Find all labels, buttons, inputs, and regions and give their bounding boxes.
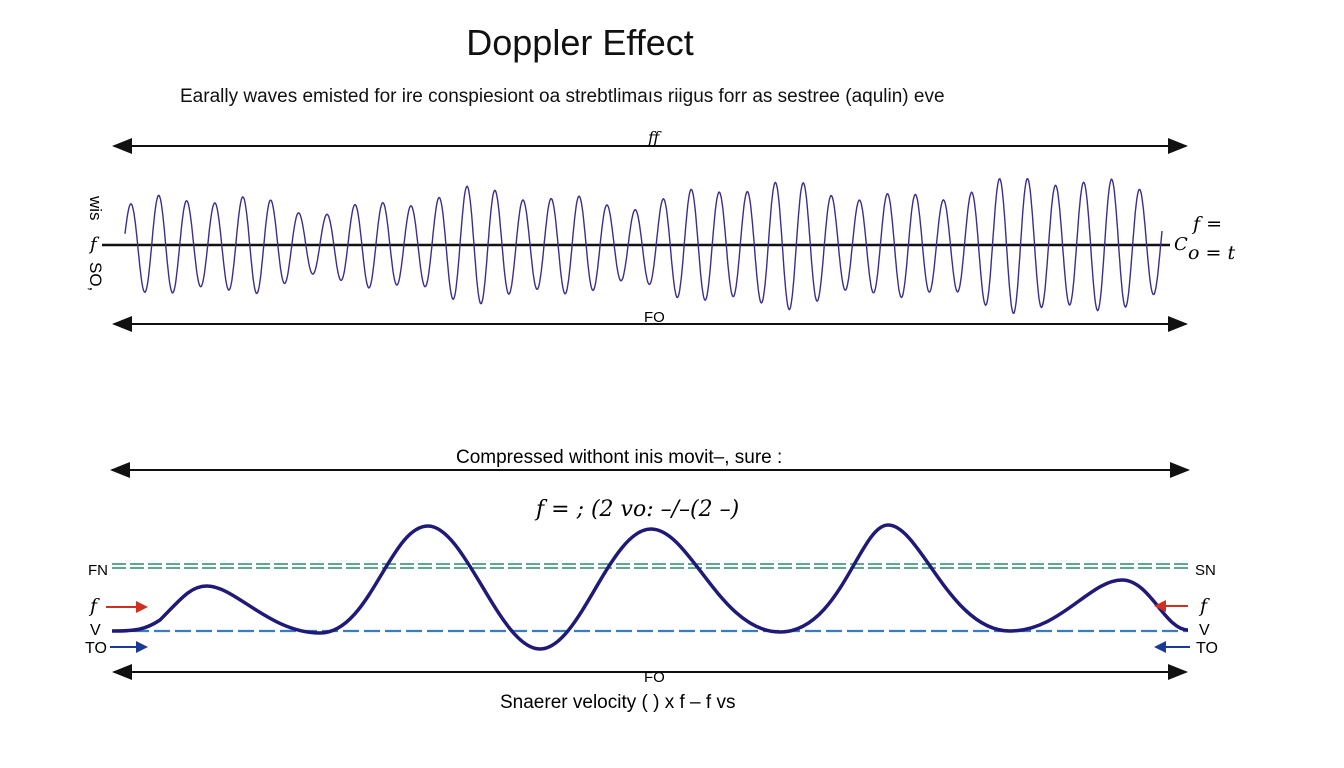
received-wave (111, 523, 1189, 651)
left-f-label: f (88, 595, 100, 617)
right-f-label: f (1198, 595, 1210, 617)
left-rotated-bottom-label: SO, (86, 262, 105, 291)
compressed-heading: Compressed withont inis movit–, sure : (456, 447, 782, 468)
right-o-label: o = t (1188, 242, 1235, 264)
left-axis-label: f (88, 234, 100, 255)
top-span-label: ff (647, 128, 662, 147)
right-c-label: C (1174, 234, 1188, 255)
left-rotated-top-label: wis (86, 195, 105, 221)
emitted-wave (124, 177, 1163, 314)
right-to-label: TO (1196, 640, 1218, 657)
doppler-formula: f = ; (2 vo: –/–(2 –) (534, 497, 739, 522)
right-f-label: f = (1191, 213, 1222, 235)
left-to-label: TO (85, 640, 107, 657)
subtitle: Earally waves emisted for ire conspiesio… (180, 86, 945, 107)
velocity-caption: Snaerer velocity ( ) x f – f vs (500, 692, 735, 713)
fn-label: FN (88, 562, 108, 579)
right-v-label: V (1199, 622, 1210, 639)
sn-label: SN (1195, 562, 1216, 579)
fo-bottom-label: FO (644, 669, 665, 686)
page-title: Doppler Effect (466, 22, 694, 63)
fo-label: FO (644, 309, 665, 326)
left-v-label: V (90, 622, 101, 639)
